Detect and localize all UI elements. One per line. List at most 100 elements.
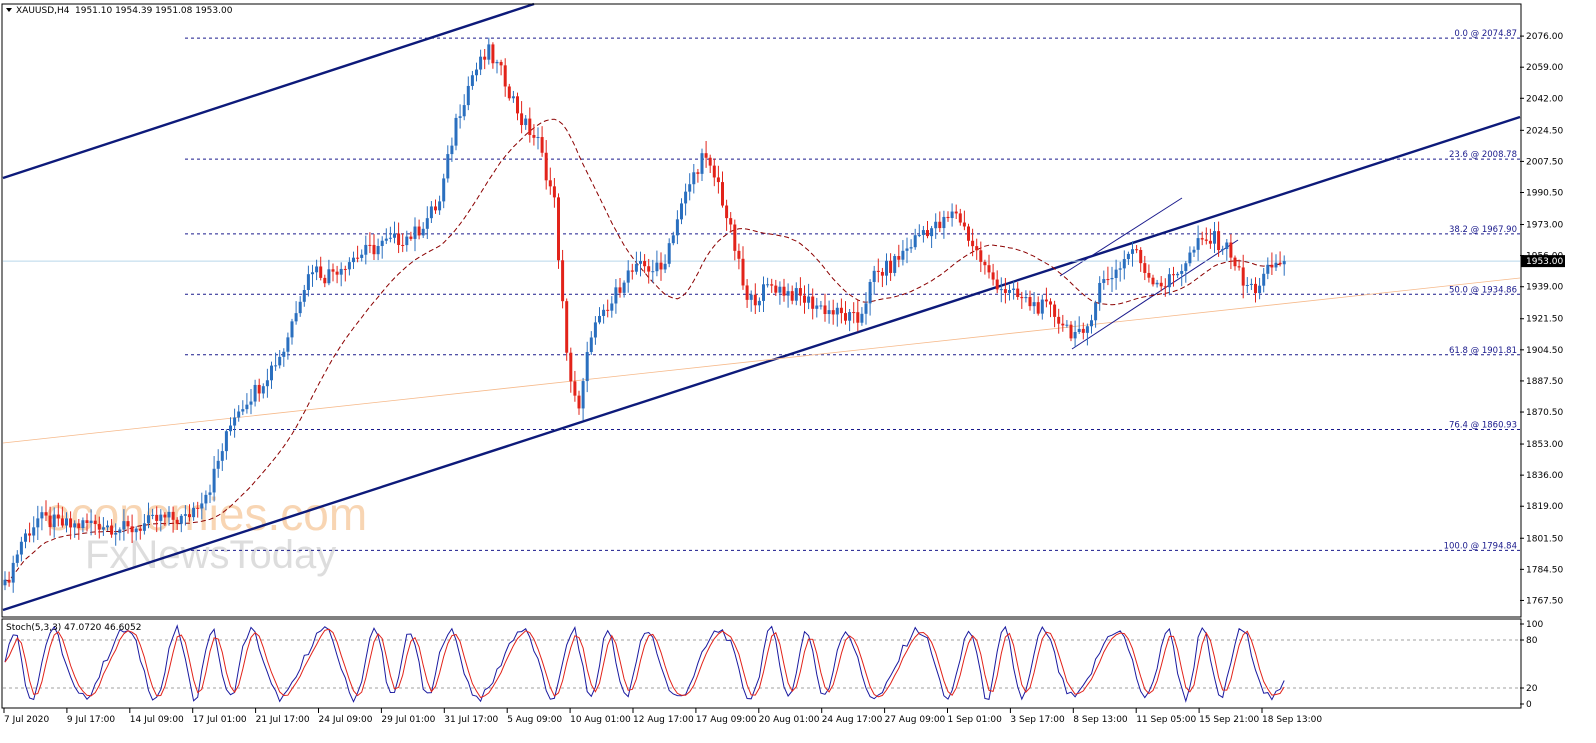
candle-body xyxy=(118,529,122,533)
candle-body xyxy=(3,579,7,586)
candle-body xyxy=(142,523,146,531)
candle-body xyxy=(1118,268,1122,270)
candle-body xyxy=(220,451,224,461)
candle-body xyxy=(839,307,843,314)
fib-label: 76.4 @ 1860.93 xyxy=(1449,421,1517,431)
candle-body xyxy=(573,381,577,396)
candle-body xyxy=(1143,263,1147,273)
candle-body xyxy=(577,395,581,409)
candle-body xyxy=(388,237,392,239)
candle-body xyxy=(901,250,905,260)
candle-body xyxy=(704,153,708,158)
candle-body xyxy=(602,309,606,316)
candle-body xyxy=(958,213,962,223)
candle-body xyxy=(77,523,81,529)
time-tick-label: 18 Sep 13:00 xyxy=(1262,715,1322,725)
candle-body xyxy=(1012,288,1016,290)
candle-body xyxy=(1098,282,1102,303)
time-tick-label: 3 Sep 17:00 xyxy=(1010,715,1065,725)
price-tick-label: 2024.50 xyxy=(1526,126,1563,136)
candle-body xyxy=(1094,302,1098,321)
candle-body xyxy=(1061,323,1065,326)
current-price-box xyxy=(1521,255,1565,268)
candle-body xyxy=(876,270,880,272)
header-symbol: XAUUSD,H4 xyxy=(16,6,70,16)
candle-body xyxy=(663,263,667,270)
candle-body xyxy=(1229,242,1233,258)
candle-body xyxy=(306,274,310,290)
candle-body xyxy=(413,226,417,239)
candle-body xyxy=(561,260,565,302)
fib-label: 61.8 @ 1901.81 xyxy=(1449,346,1517,356)
price-axis: 2076.00 2059.00 2042.00 2024.50 2007.50 1990.… xyxy=(1520,32,1565,606)
candle-body xyxy=(188,514,191,518)
candle-body xyxy=(1102,279,1106,283)
candle-body xyxy=(446,154,450,179)
stoch-tick-label: 0 xyxy=(1526,700,1532,710)
candle-body xyxy=(196,507,200,509)
candle-body xyxy=(1192,249,1196,253)
candle-body xyxy=(1241,267,1245,286)
candle-body xyxy=(684,191,688,204)
candle-body xyxy=(1040,299,1044,314)
candle-body xyxy=(417,226,421,236)
price-tick-label: 1853.00 xyxy=(1526,440,1563,450)
candle-body xyxy=(987,265,991,273)
candle-body xyxy=(97,524,101,530)
candle-body xyxy=(721,182,724,206)
price-tick-label: 1784.50 xyxy=(1526,565,1563,575)
upper-channel-line xyxy=(2,2,535,180)
candle-body xyxy=(688,184,692,192)
candle-body xyxy=(368,244,372,246)
candle-body xyxy=(261,386,265,394)
candle-body xyxy=(298,301,302,314)
candle-body xyxy=(192,507,196,518)
candle-body xyxy=(380,240,384,246)
candle-body xyxy=(1167,274,1171,288)
time-tick-label: 8 Sep 13:00 xyxy=(1073,715,1128,725)
candle-body xyxy=(278,356,282,366)
candle-body xyxy=(233,417,237,426)
candle-body xyxy=(569,352,573,382)
candle-body xyxy=(282,351,286,357)
candle-body xyxy=(442,178,446,202)
fib-label: 23.6 @ 2008.78 xyxy=(1449,150,1517,160)
candle-body xyxy=(725,205,729,219)
candle-body xyxy=(85,520,89,524)
candle-body xyxy=(852,312,856,314)
candle-body xyxy=(175,519,179,524)
candle-body xyxy=(1044,299,1048,302)
candle-body xyxy=(622,282,626,293)
candle-body xyxy=(1221,248,1225,251)
candle-body xyxy=(1249,283,1253,286)
candle-body xyxy=(36,518,40,528)
candle-body xyxy=(491,44,495,64)
header-dropdown-icon[interactable] xyxy=(6,8,12,12)
candle-body xyxy=(81,520,85,529)
candle-body xyxy=(1106,279,1110,281)
candle-body xyxy=(1065,324,1069,326)
time-axis: 7 Jul 2020 9 Jul 17:00 14 Jul 09:00 17 Jul … xyxy=(3,708,1322,725)
candle-body xyxy=(991,272,995,280)
candle-body xyxy=(1110,277,1114,280)
price-tick-label: 1904.50 xyxy=(1526,346,1563,356)
candle-body xyxy=(126,521,130,527)
candle-body xyxy=(835,307,839,315)
candle-body xyxy=(708,157,712,166)
candle-body xyxy=(1069,324,1073,339)
candle-body xyxy=(860,313,864,323)
price-tick-label: 1836.00 xyxy=(1526,471,1563,481)
candle-body xyxy=(405,236,409,246)
candle-body xyxy=(1085,326,1089,333)
time-tick-label: 11 Sep 05:00 xyxy=(1136,715,1196,725)
candle-body xyxy=(1204,239,1208,241)
candle-body xyxy=(323,277,327,284)
candle-body xyxy=(610,303,614,311)
candle-body xyxy=(786,291,790,296)
candle-body xyxy=(1196,238,1200,250)
candle-body xyxy=(1114,269,1118,278)
candle-body xyxy=(774,285,778,293)
candle-body xyxy=(1233,257,1237,267)
fib-label: 38.2 @ 1967.90 xyxy=(1449,225,1517,235)
time-tick-label: 12 Aug 17:00 xyxy=(633,715,694,725)
